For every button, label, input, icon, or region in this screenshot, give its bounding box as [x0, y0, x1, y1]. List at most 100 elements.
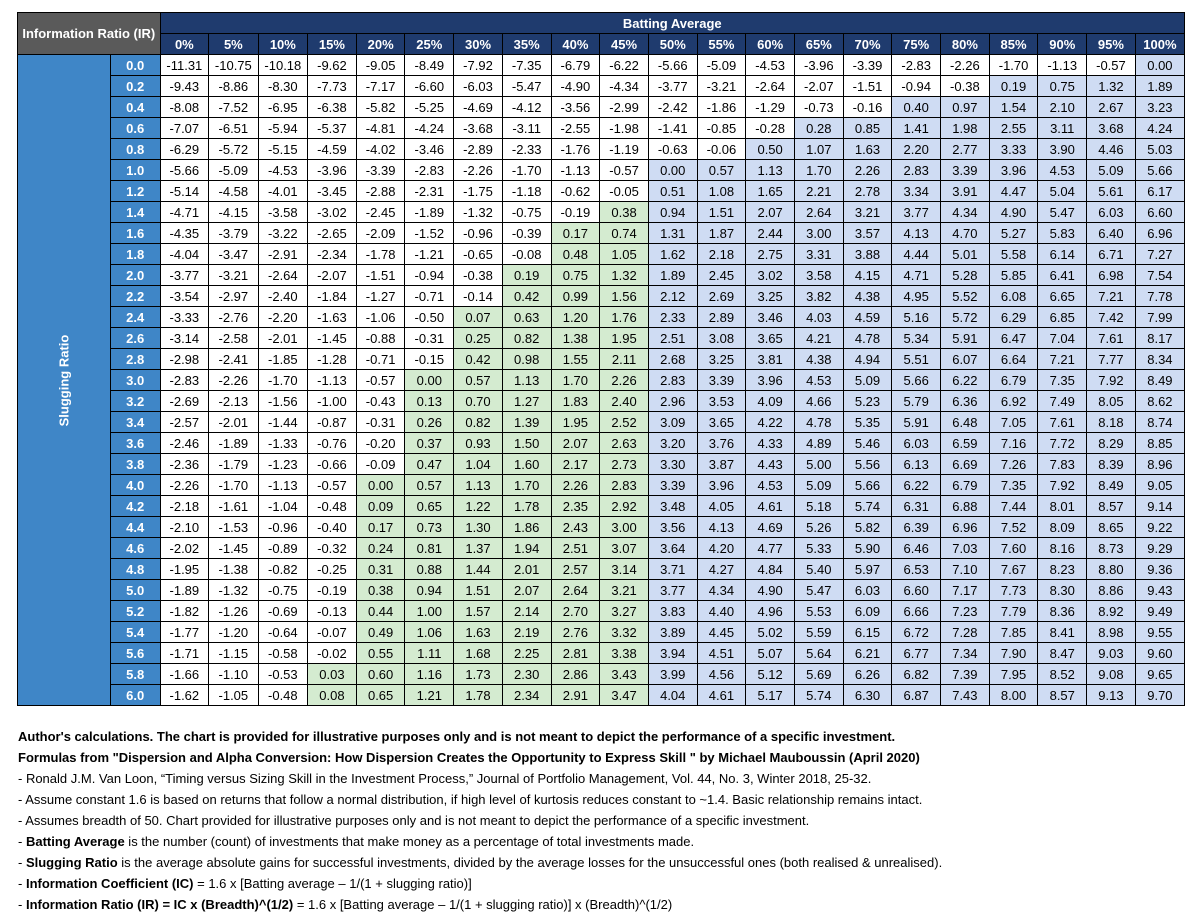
table-cell: -3.14	[159, 327, 210, 349]
table-cell: -0.39	[501, 222, 552, 244]
row-header: 4.2	[109, 495, 161, 517]
table-cell: 0.09	[355, 495, 406, 517]
table-cell: -0.43	[355, 390, 406, 412]
table-cell: 2.44	[745, 222, 795, 244]
table-cell: 0.25	[453, 327, 503, 349]
table-cell: 0.00	[355, 474, 406, 496]
table-cell: 7.35	[1037, 369, 1088, 391]
table-cell: 1.78	[453, 684, 503, 706]
table-cell: 5.01	[940, 243, 990, 265]
table-row: 2.6 -3.14 -2.58 -2.01 -1.45 -0.88 -0.31 0.25 0.8…	[18, 327, 1185, 349]
table-cell: 7.39	[940, 663, 990, 685]
table-row: 4.6 -2.02 -1.45 -0.89 -0.32 0.24 0.81 1.37 1.94 2…	[18, 537, 1185, 559]
table-cell: -0.62	[550, 180, 601, 202]
table-cell: 5.74	[793, 684, 844, 706]
table-cell: 5.40	[793, 558, 844, 580]
note-text: = 1.6 x [Batting average – 1/(1 + sluggi…	[193, 876, 472, 891]
table-cell: 1.63	[453, 621, 503, 643]
row-header: 2.4	[109, 306, 161, 328]
table-cell: 7.27	[1134, 243, 1185, 265]
table-cell: -0.38	[453, 264, 503, 286]
table-cell: 4.47	[988, 180, 1039, 202]
table-cell: 1.83	[550, 390, 601, 412]
table-cell: -5.72	[208, 138, 259, 160]
table-cell: 9.03	[1086, 642, 1136, 664]
note-reference: - Ronald J.M. Van Loon, “Timing versus S…	[18, 771, 872, 786]
row-header: 2.0	[109, 264, 161, 286]
table-cell: 2.51	[550, 537, 601, 559]
table-cell: 6.40	[1086, 222, 1136, 244]
table-cell: 1.56	[599, 285, 649, 307]
footnotes: Author's calculations. The chart is prov…	[18, 726, 1168, 915]
table-cell: 0.48	[550, 243, 601, 265]
table-cell: 7.67	[988, 558, 1039, 580]
table-cell: 9.22	[1134, 516, 1185, 538]
table-cell: -2.98	[159, 348, 210, 370]
table-row: 0.4 -8.08 -7.52 -6.95 -6.38 -5.82 -5.25 -4.69 -4…	[18, 96, 1185, 118]
table-cell: 2.20	[891, 138, 942, 160]
table-cell: 4.13	[696, 516, 747, 538]
table-cell: 6.64	[988, 348, 1039, 370]
table-cell: 3.30	[647, 453, 698, 475]
table-cell: 0.26	[404, 411, 455, 433]
table-cell: -5.09	[696, 54, 747, 76]
table-cell: 3.32	[599, 621, 649, 643]
row-header: 4.0	[109, 474, 161, 496]
table-cell: -2.76	[208, 306, 259, 328]
note-slugging-ratio: - Slugging Ratio is the average absolute…	[18, 852, 1168, 873]
table-cell: -1.98	[599, 117, 649, 139]
table-cell: 0.19	[988, 75, 1039, 97]
table-cell: 7.04	[1037, 327, 1088, 349]
table-cell: 5.58	[988, 243, 1039, 265]
table-cell: 3.31	[793, 243, 844, 265]
table-cell: -0.02	[307, 642, 357, 664]
table-cell: 3.99	[647, 663, 698, 685]
table-cell: 8.96	[1134, 453, 1185, 475]
table-cell: 5.52	[940, 285, 990, 307]
table-cell: 2.12	[647, 285, 698, 307]
table-cell: -1.61	[208, 495, 259, 517]
table-cell: 2.14	[501, 600, 552, 622]
table-cell: 0.17	[550, 222, 601, 244]
table-cell: -2.26	[159, 474, 210, 496]
table-cell: 9.70	[1134, 684, 1185, 706]
table-cell: 5.00	[793, 453, 844, 475]
table-row: 5.0 -1.89 -1.32 -0.75 -0.19 0.38 0.94 1.51 2.07 2…	[18, 579, 1185, 601]
column-header: 25%	[404, 33, 455, 55]
table-row: 4.4 -2.10 -1.53 -0.96 -0.40 0.17 0.73 1.30 1.86 2…	[18, 516, 1185, 538]
table-cell: 6.48	[940, 411, 990, 433]
table-cell: 1.05	[599, 243, 649, 265]
table-cell: 8.98	[1086, 621, 1136, 643]
table-cell: 2.10	[1037, 96, 1088, 118]
column-header: 0%	[159, 33, 210, 55]
table-cell: 0.47	[404, 453, 455, 475]
table-cell: 3.02	[745, 264, 795, 286]
table-cell: 5.59	[793, 621, 844, 643]
table-cell: 4.53	[745, 474, 795, 496]
table-cell: 8.16	[1037, 537, 1088, 559]
table-cell: 2.51	[647, 327, 698, 349]
table-cell: -0.32	[307, 537, 357, 559]
table-cell: 1.78	[501, 495, 552, 517]
table-cell: -3.77	[159, 264, 210, 286]
table-cell: 8.18	[1086, 411, 1136, 433]
table-cell: 4.78	[842, 327, 893, 349]
corner-label: Information Ratio (IR)	[17, 12, 161, 55]
table-cell: -0.08	[501, 243, 552, 265]
note-batting-average: - Batting Average is the number (count) …	[18, 831, 1168, 852]
table-cell: 7.42	[1086, 306, 1136, 328]
table-cell: -1.95	[159, 558, 210, 580]
table-cell: 7.34	[940, 642, 990, 664]
table-cell: 0.63	[501, 306, 552, 328]
table-cell: 4.27	[696, 558, 747, 580]
table-cell: 3.91	[940, 180, 990, 202]
table-cell: -0.57	[1086, 54, 1136, 76]
table-cell: 4.40	[696, 600, 747, 622]
table-cell: 2.75	[745, 243, 795, 265]
table-cell: 8.49	[1134, 369, 1185, 391]
table-cell: -5.14	[159, 180, 210, 202]
table-cell: 3.25	[696, 348, 747, 370]
table-cell: -3.33	[159, 306, 210, 328]
table-cell: -0.88	[355, 327, 406, 349]
table-cell: -4.04	[159, 243, 210, 265]
